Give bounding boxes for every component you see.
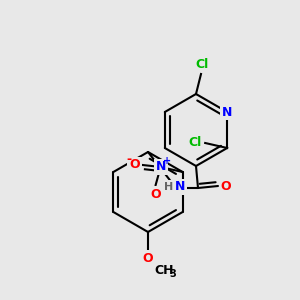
Text: Cl: Cl	[195, 58, 208, 70]
Text: 3: 3	[169, 269, 176, 279]
Text: -: -	[126, 152, 131, 166]
Text: H: H	[164, 182, 174, 192]
Text: CH: CH	[154, 263, 173, 277]
Text: N: N	[222, 106, 232, 118]
Text: N: N	[175, 181, 185, 194]
Text: N: N	[155, 160, 166, 173]
Text: methoxy: methoxy	[162, 267, 168, 268]
Text: O: O	[150, 188, 161, 200]
Text: methoxy: methoxy	[151, 271, 157, 272]
Text: O: O	[143, 251, 153, 265]
Text: Cl: Cl	[189, 136, 202, 149]
Text: O: O	[129, 158, 140, 172]
Text: +: +	[163, 156, 171, 166]
Text: O: O	[221, 179, 231, 193]
